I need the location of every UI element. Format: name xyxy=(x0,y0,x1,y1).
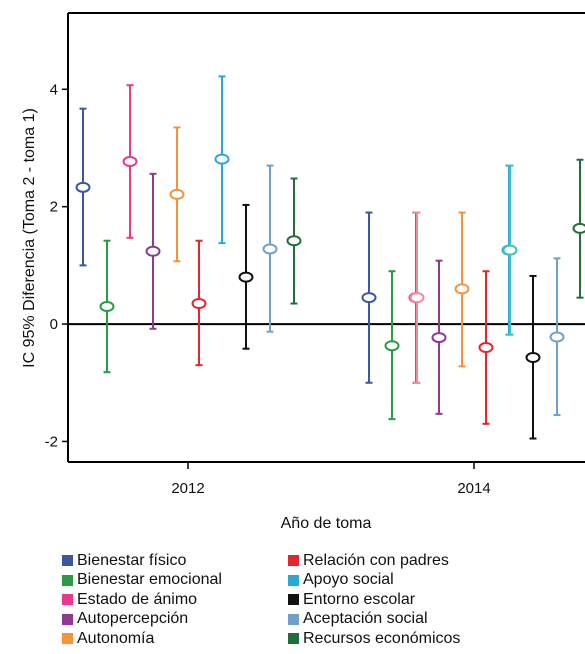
x-tick-label: 2014 xyxy=(457,480,490,497)
y-tick-label: -2 xyxy=(45,433,58,450)
series-0-2014-mean-marker xyxy=(361,292,377,304)
series-9-2014-mean-marker xyxy=(572,222,585,234)
legend-label: Autopercepción xyxy=(77,610,189,628)
series-8-2014-mean-marker xyxy=(549,331,565,343)
legend-label: Relación con padres xyxy=(303,551,449,569)
legend-item: Autonomía xyxy=(62,629,222,649)
legend-item: Aceptación social xyxy=(288,610,460,630)
series-3-2012-mean-marker xyxy=(145,245,161,257)
y-axis-title: IC 95% Diferencia (Toma 2 - toma 1) xyxy=(21,108,38,368)
legend-item: Entorno escolar xyxy=(288,590,460,610)
legend-label: Aceptación social xyxy=(303,610,428,628)
legend-label: Apoyo social xyxy=(303,571,394,589)
legend-label: Entorno escolar xyxy=(303,590,416,608)
series-1-2014-mean-marker xyxy=(384,340,400,352)
legend-swatch xyxy=(288,555,299,567)
legend-swatch xyxy=(62,555,73,567)
legend-swatch xyxy=(62,633,73,645)
extra-series-0-2014-mean-marker xyxy=(409,292,425,304)
series-6-2012-mean-marker xyxy=(214,153,230,165)
legend-swatch xyxy=(62,574,73,586)
series-8-2012-mean-marker xyxy=(262,243,278,255)
x-tick-label: 2012 xyxy=(171,480,204,497)
legend-column-left: Bienestar físico Bienestar emocional Estad… xyxy=(62,551,222,649)
legend-swatch xyxy=(62,613,73,625)
legend-item: Autopercepción xyxy=(62,610,222,630)
series-2-2012-mean-marker xyxy=(122,155,138,167)
extra-series-1-2014-mean-marker xyxy=(502,244,518,256)
legend-label: Recursos económicos xyxy=(303,629,461,647)
legend-column-right: Relación con padres Apoyo social Entorno e… xyxy=(288,551,460,649)
series-9-2012-mean-marker xyxy=(286,235,302,247)
y-tick-label: 0 xyxy=(50,316,58,333)
series-4-2014-mean-marker xyxy=(454,283,470,295)
legend-swatch xyxy=(62,594,73,606)
legend-swatch xyxy=(288,613,299,625)
legend-item: Relación con padres xyxy=(288,551,460,571)
legend-label: Estado de ánimo xyxy=(77,590,198,608)
series-7-2012-mean-marker xyxy=(238,271,254,283)
legend-swatch xyxy=(288,574,299,586)
series-1-2012-mean-marker xyxy=(99,300,115,312)
legend-swatch xyxy=(288,633,299,645)
legend-item: Bienestar emocional xyxy=(62,571,222,591)
legend-item: Apoyo social xyxy=(288,571,460,591)
legend-label: Bienestar físico xyxy=(77,551,187,569)
legend-swatch xyxy=(288,594,299,606)
plot-layer: -2 0 2 4 2012 2014 Año de toma IC 95% Diferenci… xyxy=(21,12,585,532)
legend-item: Estado de ánimo xyxy=(62,590,222,610)
series-3-2014-mean-marker xyxy=(431,332,447,344)
series-7-2014-mean-marker xyxy=(525,352,541,364)
series-5-2012-mean-marker xyxy=(191,298,207,310)
series-5-2014-mean-marker xyxy=(478,342,494,354)
legend-label: Autonomía xyxy=(77,629,155,647)
series-4-2012-mean-marker xyxy=(169,188,185,200)
y-tick-label: 2 xyxy=(50,199,58,216)
legend-item: Recursos económicos xyxy=(288,629,460,649)
x-axis-title: Año de toma xyxy=(281,515,372,532)
series-0-2012-mean-marker xyxy=(75,181,91,193)
legend-label: Bienestar emocional xyxy=(77,571,222,589)
legend-item: Bienestar físico xyxy=(62,551,222,571)
y-tick-label: 4 xyxy=(50,81,58,98)
